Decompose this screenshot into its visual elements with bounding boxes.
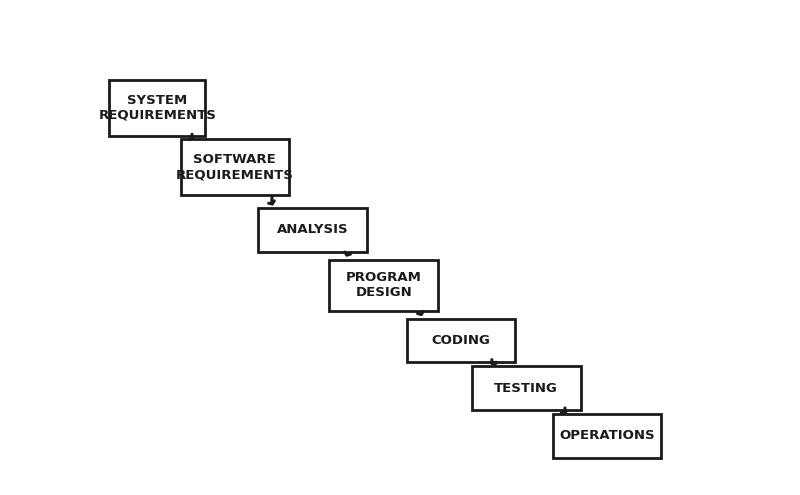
Bar (330, 259, 438, 311)
Text: OPERATIONS: OPERATIONS (559, 429, 654, 443)
Text: SOFTWARE
REQUIREMENTS: SOFTWARE REQUIREMENTS (176, 153, 294, 181)
Text: PROGRAM
DESIGN: PROGRAM DESIGN (346, 271, 422, 299)
Text: SYSTEM
REQUIREMENTS: SYSTEM REQUIREMENTS (98, 94, 216, 122)
Text: ANALYSIS: ANALYSIS (277, 223, 348, 237)
Text: TESTING: TESTING (494, 382, 558, 395)
Bar (553, 414, 661, 458)
Bar (407, 319, 515, 362)
Bar (472, 366, 581, 410)
Bar (181, 140, 289, 195)
Text: CODING: CODING (432, 334, 490, 347)
Bar (110, 80, 206, 136)
Bar (258, 208, 366, 252)
